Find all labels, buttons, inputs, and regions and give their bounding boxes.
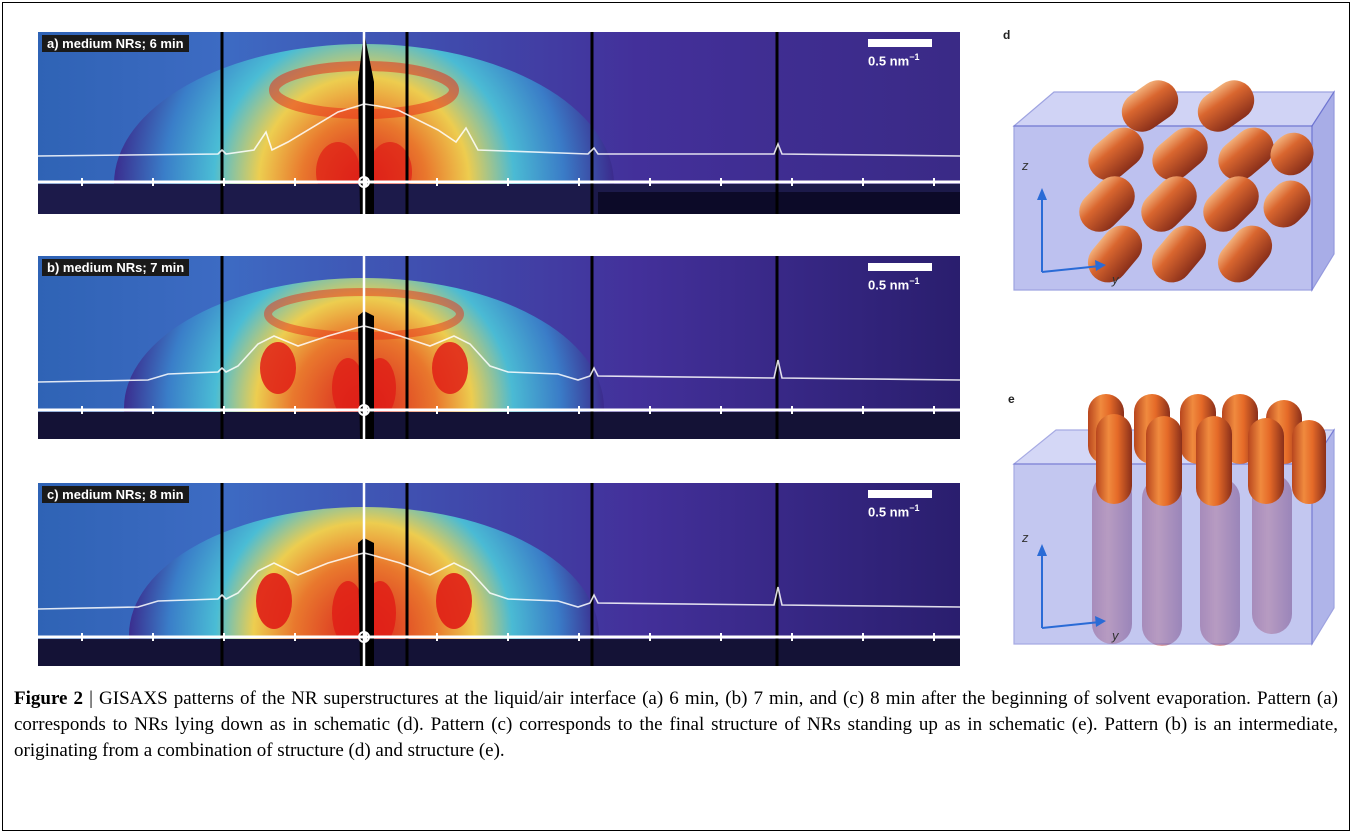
gisaxs-pattern-b bbox=[38, 256, 960, 439]
panel-label-c: c) medium NRs; 8 min bbox=[42, 486, 189, 503]
scale-bar-line bbox=[868, 263, 932, 271]
gisaxs-pattern-a bbox=[38, 32, 960, 214]
figure-caption: Figure 2 | GISAXS patterns of the NR sup… bbox=[14, 686, 1338, 764]
schematic-e-standing-rods: z y bbox=[1012, 394, 1336, 647]
beamstop-marker bbox=[358, 631, 370, 643]
axis-z-d: z bbox=[1021, 158, 1029, 173]
scale-bar-line bbox=[868, 490, 932, 498]
axis-z-e: z bbox=[1021, 530, 1029, 545]
beamstop-marker bbox=[358, 404, 370, 416]
schematic-letter-d: d bbox=[1003, 28, 1011, 42]
scale-exponent-a: −1 bbox=[909, 52, 920, 62]
schematic-letter-e: e bbox=[1008, 392, 1015, 406]
beamstop-marker bbox=[358, 176, 370, 188]
panel-label-b: b) medium NRs; 7 min bbox=[42, 259, 190, 276]
scale-label-c: 0.5 nm bbox=[868, 504, 910, 520]
caption-figure-number: Figure 2 bbox=[14, 688, 84, 709]
axis-y-d: y bbox=[1111, 272, 1120, 287]
scale-bar-a: 0.5 nm−1 bbox=[868, 39, 932, 68]
scale-label-a: 0.5 nm bbox=[868, 53, 910, 69]
axis-y-e: y bbox=[1111, 628, 1120, 643]
scale-bar-b: 0.5 nm−1 bbox=[868, 263, 932, 292]
scale-bar-c: 0.5 nm−1 bbox=[868, 490, 932, 519]
gisaxs-pattern-c bbox=[38, 483, 960, 666]
scale-label-b: 0.5 nm bbox=[868, 277, 910, 293]
rod-tops-e bbox=[1088, 394, 1326, 506]
scale-bar-line bbox=[868, 39, 932, 47]
panel-label-a: a) medium NRs; 6 min bbox=[42, 35, 189, 52]
gisaxs-panel-a: a) medium NRs; 6 min 0.5 nm−1 bbox=[38, 32, 960, 214]
gisaxs-panel-c: c) medium NRs; 8 min 0.5 nm−1 bbox=[38, 483, 960, 666]
scale-exponent-b: −1 bbox=[909, 276, 920, 286]
schematic-d-lying-rods: z y bbox=[1012, 80, 1336, 293]
rod-group-d bbox=[1079, 80, 1314, 283]
gisaxs-panel-b: b) medium NRs; 7 min 0.5 nm−1 bbox=[38, 256, 960, 439]
scale-exponent-c: −1 bbox=[909, 503, 920, 513]
caption-text: | GISAXS patterns of the NR superstructu… bbox=[14, 688, 1338, 761]
